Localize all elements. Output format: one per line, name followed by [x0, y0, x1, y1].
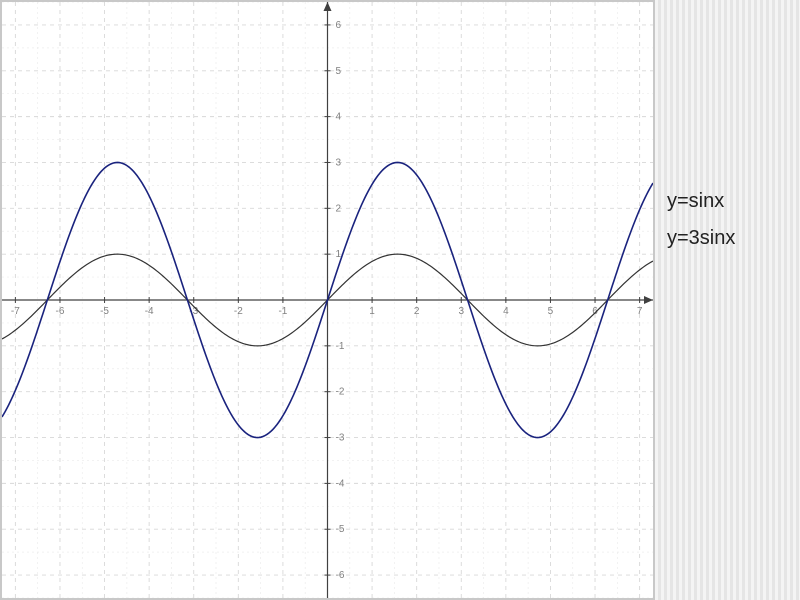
side-panel: y=sinx y=3sinx [655, 0, 800, 600]
svg-text:-1: -1 [336, 341, 345, 352]
svg-text:6: 6 [336, 20, 342, 31]
svg-text:-6: -6 [336, 570, 345, 581]
svg-text:5: 5 [548, 306, 554, 317]
svg-text:4: 4 [336, 112, 342, 123]
legend-item-sinx: y=sinx [667, 190, 800, 213]
svg-text:-3: -3 [336, 433, 345, 444]
svg-text:-1: -1 [278, 306, 287, 317]
svg-text:7: 7 [637, 306, 643, 317]
svg-text:-2: -2 [336, 387, 345, 398]
svg-text:5: 5 [336, 66, 342, 77]
svg-text:-6: -6 [56, 306, 65, 317]
svg-text:-4: -4 [336, 478, 345, 489]
svg-text:3: 3 [458, 306, 464, 317]
chart-panel: -7-6-5-4-3-2-11234567-6-5-4-3-2-1123456 [0, 0, 655, 600]
svg-text:1: 1 [369, 306, 375, 317]
svg-text:-5: -5 [100, 306, 109, 317]
legend-item-3sinx: y=3sinx [667, 227, 800, 250]
svg-text:2: 2 [336, 203, 342, 214]
svg-text:-5: -5 [336, 524, 345, 535]
svg-text:-7: -7 [11, 306, 20, 317]
svg-text:-4: -4 [145, 306, 154, 317]
root-container: -7-6-5-4-3-2-11234567-6-5-4-3-2-1123456 … [0, 0, 800, 600]
svg-text:3: 3 [336, 157, 342, 168]
svg-text:4: 4 [503, 306, 509, 317]
chart-svg: -7-6-5-4-3-2-11234567-6-5-4-3-2-1123456 [2, 2, 653, 598]
svg-text:2: 2 [414, 306, 420, 317]
svg-text:-2: -2 [234, 306, 243, 317]
